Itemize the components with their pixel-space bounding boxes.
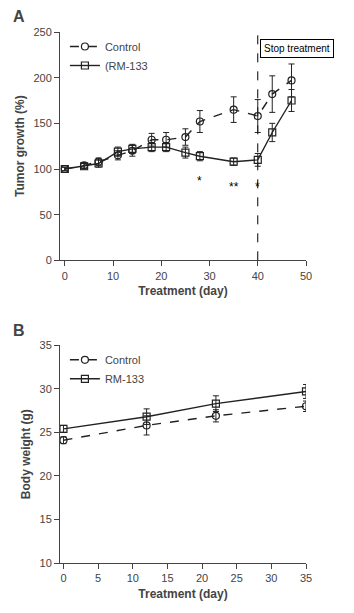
svg-text:Body weight (g): Body weight (g) xyxy=(19,409,33,499)
svg-text:30: 30 xyxy=(265,572,277,584)
svg-text:50: 50 xyxy=(40,209,52,221)
svg-text:B: B xyxy=(13,322,25,339)
svg-text:*: * xyxy=(197,174,202,188)
svg-text:35: 35 xyxy=(300,572,312,584)
svg-text:50: 50 xyxy=(300,270,312,282)
svg-text:Control: Control xyxy=(105,41,140,53)
svg-text:Treatment (day): Treatment (day) xyxy=(138,587,227,601)
svg-text:200: 200 xyxy=(33,72,51,84)
svg-text:(RM-133: (RM-133 xyxy=(105,60,148,72)
svg-text:30: 30 xyxy=(40,383,52,395)
svg-text:*: * xyxy=(255,180,260,194)
svg-text:Control: Control xyxy=(105,354,140,366)
svg-text:**: ** xyxy=(229,180,239,194)
svg-text:35: 35 xyxy=(40,339,52,351)
svg-text:20: 20 xyxy=(40,470,52,482)
svg-text:15: 15 xyxy=(161,572,173,584)
svg-text:RM-133: RM-133 xyxy=(105,373,144,385)
svg-text:10: 10 xyxy=(107,270,119,282)
svg-text:0: 0 xyxy=(60,572,66,584)
svg-text:A: A xyxy=(13,8,25,25)
svg-text:20: 20 xyxy=(155,270,167,282)
svg-text:150: 150 xyxy=(33,117,51,129)
svg-text:100: 100 xyxy=(33,163,51,175)
svg-text:15: 15 xyxy=(40,513,52,525)
svg-text:10: 10 xyxy=(40,557,52,569)
svg-text:Tumor growth (%): Tumor growth (%) xyxy=(13,95,27,197)
svg-text:40: 40 xyxy=(252,270,264,282)
svg-text:30: 30 xyxy=(203,270,215,282)
svg-text:Treatment (day): Treatment (day) xyxy=(138,284,227,298)
svg-text:20: 20 xyxy=(196,572,208,584)
svg-text:10: 10 xyxy=(127,572,139,584)
svg-text:0: 0 xyxy=(62,270,68,282)
svg-text:Stop treatment: Stop treatment xyxy=(264,43,330,54)
svg-text:25: 25 xyxy=(40,426,52,438)
svg-text:25: 25 xyxy=(231,572,243,584)
svg-text:250: 250 xyxy=(33,26,51,38)
svg-text:0: 0 xyxy=(46,254,52,266)
svg-text:5: 5 xyxy=(95,572,101,584)
